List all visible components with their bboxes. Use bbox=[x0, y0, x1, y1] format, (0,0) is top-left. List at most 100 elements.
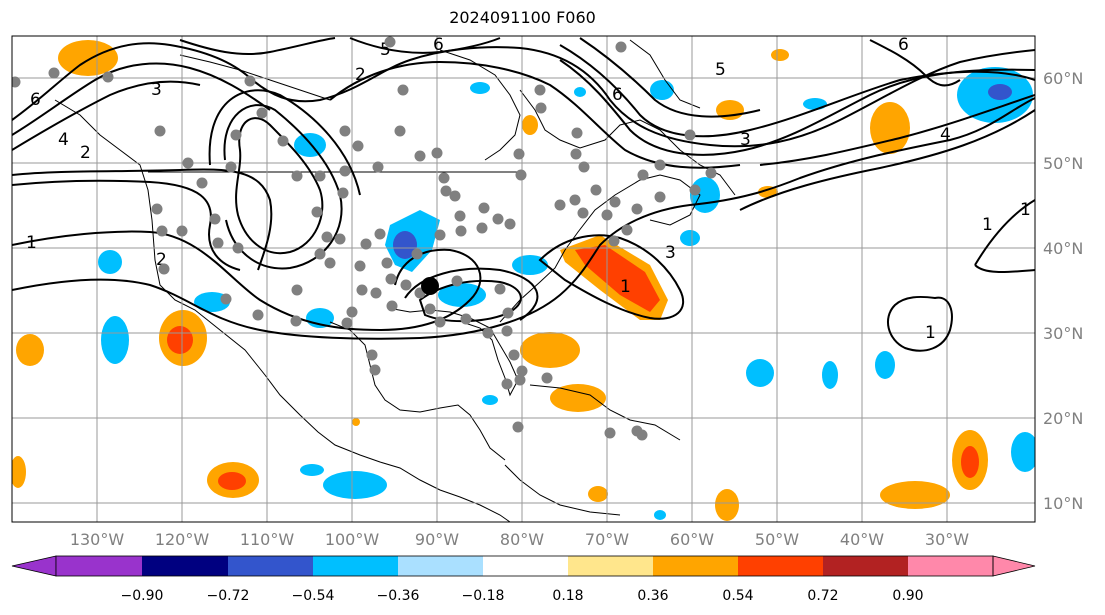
station-dot bbox=[504, 218, 516, 230]
contour-label: 1 bbox=[620, 277, 631, 297]
lon-label: 120°W bbox=[155, 530, 210, 549]
negative-anomaly-region bbox=[1011, 432, 1035, 472]
station-dot bbox=[460, 313, 472, 325]
station-dot bbox=[209, 213, 221, 225]
positive-anomaly-region bbox=[771, 49, 789, 61]
contour-label: 1 bbox=[925, 323, 936, 343]
station-dot bbox=[400, 279, 412, 291]
contour-label: 4 bbox=[58, 130, 69, 150]
station-dot bbox=[369, 364, 381, 376]
station-dot bbox=[476, 222, 488, 234]
lon-label: 70°W bbox=[585, 530, 629, 549]
colorbar-segment bbox=[908, 556, 993, 576]
positive-anomaly-region bbox=[550, 384, 606, 412]
negative-anomaly-region bbox=[101, 316, 129, 364]
station-dot bbox=[501, 378, 513, 390]
station-dot bbox=[360, 238, 372, 250]
contour-label: 2 bbox=[156, 250, 167, 270]
station-dot bbox=[571, 127, 583, 139]
negative-anomaly-region bbox=[438, 283, 486, 307]
lat-label: 50°N bbox=[1043, 154, 1083, 173]
station-dot bbox=[534, 84, 546, 96]
colorbar-segment bbox=[823, 556, 908, 576]
negative-anomaly-region bbox=[988, 84, 1012, 100]
contour-line bbox=[974, 264, 1035, 274]
contour-line bbox=[208, 89, 361, 196]
negative-anomaly-region bbox=[482, 395, 498, 405]
colorbar-segment bbox=[738, 556, 823, 576]
station-dot bbox=[321, 231, 333, 243]
station-dot bbox=[535, 102, 547, 114]
colorbar-right-extension bbox=[992, 555, 1036, 577]
colorbar-tick-label: 0.72 bbox=[807, 588, 838, 604]
station-dot bbox=[334, 233, 346, 245]
contour-line bbox=[12, 230, 482, 332]
station-dot bbox=[314, 248, 326, 260]
positive-anomaly-region bbox=[218, 472, 246, 490]
lat-label: 10°N bbox=[1043, 494, 1083, 513]
station-dot bbox=[513, 148, 525, 160]
station-dot bbox=[397, 84, 409, 96]
colorbar: −0.90 −0.72 −0.54 −0.36 −0.18 0.18 0.36 … bbox=[11, 555, 1036, 604]
station-dot bbox=[381, 257, 393, 269]
station-dot bbox=[158, 263, 170, 275]
negative-anomaly-region bbox=[875, 351, 895, 379]
station-dot bbox=[385, 273, 397, 285]
station-dot bbox=[411, 248, 423, 260]
station-dot bbox=[569, 194, 581, 206]
negative-anomaly-region bbox=[323, 471, 387, 499]
contour-line bbox=[579, 37, 761, 118]
station-dot bbox=[515, 169, 527, 181]
station-dot bbox=[631, 203, 643, 215]
station-dot bbox=[220, 293, 232, 305]
colorbar-segment bbox=[483, 556, 568, 576]
contour-line bbox=[349, 37, 501, 54]
contour-label: 6 bbox=[30, 90, 41, 110]
station-dot bbox=[615, 41, 627, 53]
colorbar-segment bbox=[56, 556, 142, 576]
contour-label: 1 bbox=[982, 215, 993, 235]
central-america-coastline bbox=[504, 464, 621, 516]
station-dot bbox=[366, 349, 378, 361]
contour-label: 3 bbox=[740, 130, 751, 150]
station-dot bbox=[386, 300, 398, 312]
station-dot bbox=[352, 140, 364, 152]
station-dot bbox=[482, 327, 494, 339]
anomaly-shading bbox=[12, 40, 1035, 521]
contour-line bbox=[12, 168, 273, 271]
colorbar-segment bbox=[398, 556, 483, 576]
station-dot bbox=[394, 125, 406, 137]
station-dot bbox=[449, 190, 461, 202]
station-dot bbox=[324, 257, 336, 269]
contour-label: 3 bbox=[665, 243, 676, 263]
contour-label: 6 bbox=[433, 35, 444, 55]
station-dot bbox=[346, 306, 358, 318]
station-dot bbox=[554, 199, 566, 211]
contour-label: 1 bbox=[26, 233, 37, 253]
lon-label: 90°W bbox=[415, 530, 459, 549]
station-dot bbox=[516, 365, 528, 377]
station-dot bbox=[577, 207, 589, 219]
longitude-axis-labels: 130°W 120°W 110°W 100°W 90°W 80°W 70°W 6… bbox=[70, 530, 969, 549]
height-contours bbox=[12, 37, 1035, 352]
station-dot bbox=[154, 125, 166, 137]
positive-anomaly-region bbox=[715, 489, 739, 521]
station-dot bbox=[434, 229, 446, 241]
contour-line bbox=[759, 94, 1035, 166]
contour-label: 3 bbox=[151, 80, 162, 100]
negative-anomaly-region bbox=[470, 82, 490, 94]
positive-anomaly-region bbox=[522, 115, 538, 135]
lon-label: 110°W bbox=[240, 530, 295, 549]
station-dot bbox=[684, 129, 696, 141]
lon-label: 60°W bbox=[670, 530, 714, 549]
station-dot bbox=[654, 191, 666, 203]
station-dot bbox=[608, 235, 620, 247]
station-dot bbox=[230, 129, 242, 141]
colorbar-tick-label: −0.36 bbox=[377, 588, 420, 604]
contour-label: 2 bbox=[80, 143, 91, 163]
station-dot bbox=[492, 213, 504, 225]
negative-anomaly-region bbox=[294, 133, 326, 157]
positive-anomaly-region bbox=[12, 456, 26, 488]
colorbar-tick-label: −0.90 bbox=[121, 588, 164, 604]
